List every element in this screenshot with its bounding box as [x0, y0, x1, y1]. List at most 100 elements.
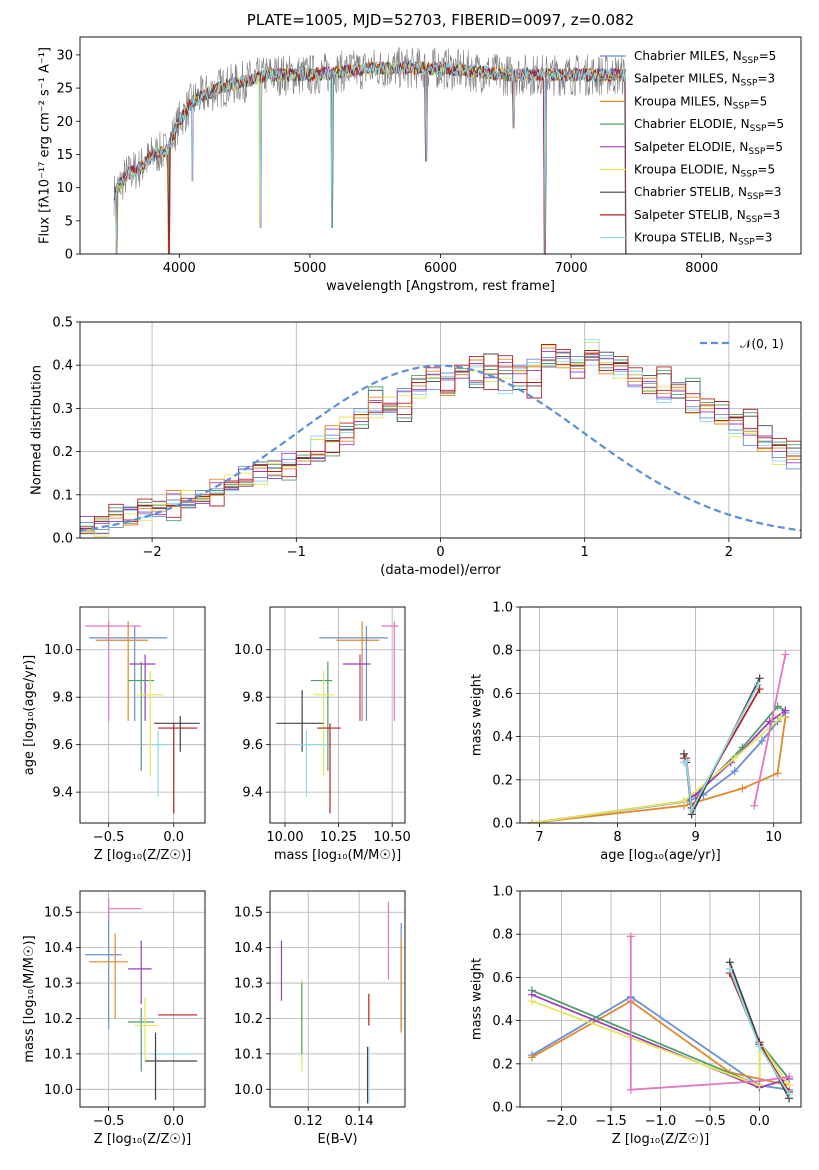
- axes-frame: [519, 890, 802, 1108]
- spectrum-line: [114, 60, 626, 254]
- y-tick-label: 0.0: [492, 817, 513, 832]
- y-tick-label: 10: [56, 181, 73, 196]
- legend-entry: 𝒩(0, 1): [740, 337, 784, 351]
- x-tick-label: 0.0: [749, 1114, 770, 1129]
- mass-vs-ebv-panel: 0.12 0.14 10.0 10.1 10.2 10.3 10.4 10.5 E(B-V): [234, 890, 406, 1147]
- page-title: PLATE=1005, MJD=52703, FIBERID=0097, z=0…: [246, 11, 635, 29]
- axes-frame: [79, 36, 802, 255]
- histogram-step: [80, 354, 801, 530]
- y-tick-label: 10.5: [44, 906, 73, 921]
- y-tick-label: 10.0: [44, 643, 73, 658]
- y-tick-label: 1.0: [492, 885, 513, 900]
- y-axis-label: Flux [fλ10⁻¹⁷ erg cm⁻² s⁻¹ A⁻¹]: [37, 47, 52, 244]
- weight-marker: [682, 756, 691, 765]
- y-tick-label: 10.1: [44, 1047, 73, 1062]
- y-tick-label: 10.2: [234, 1012, 263, 1027]
- y-tick-label: 0.1: [52, 488, 73, 503]
- x-tick-label: −0.5: [93, 830, 125, 845]
- legend-entry: Salpeter ELODIE, NSSP=5: [634, 140, 783, 157]
- legend-entry: Chabrier MILES, NSSP=5: [634, 49, 776, 66]
- x-axis-label: mass [log₁₀(M/M☉)]: [274, 848, 401, 863]
- axes-frame: [79, 606, 206, 824]
- x-tick-label: −1: [287, 545, 306, 560]
- data-point: [85, 621, 142, 721]
- y-tick-label: 0.4: [492, 1014, 513, 1029]
- y-tick-label: 20: [56, 115, 73, 130]
- data-point: [342, 654, 371, 721]
- x-tick-label: 5000: [293, 261, 326, 276]
- weight-line: [531, 712, 787, 823]
- axes-frame: [269, 890, 406, 1108]
- legend-entry: Salpeter STELIB, NSSP=3: [634, 208, 780, 225]
- data-point: [129, 654, 156, 721]
- y-axis-label: Normed distribution: [30, 365, 45, 495]
- y-tick-label: 10.5: [234, 906, 263, 921]
- weight-marker: [777, 713, 786, 722]
- x-tick-label: 9: [691, 830, 699, 845]
- weight-marker: [626, 932, 635, 941]
- weight-line: [531, 716, 783, 823]
- weight-marker: [781, 706, 790, 715]
- y-tick-label: 0.8: [492, 644, 513, 659]
- x-tick-label: 10.50: [374, 830, 411, 845]
- data-point: [108, 898, 142, 920]
- data-point: [137, 671, 164, 776]
- mass-vs-z-panel: −0.5 0.0 10.0 10.1 10.2 10.3 10.4 10.5 Z [log₁₀(…: [22, 890, 206, 1147]
- y-tick-label: 0: [65, 248, 73, 263]
- x-tick-label: 7000: [555, 261, 588, 276]
- weight-marker: [781, 650, 790, 659]
- weight-vs-z-panel: −2.0 −1.5 −1.0 −0.5 0.0 0.0 0.2 0.4 0.6 0.8 1.0 Z […: [470, 885, 802, 1147]
- y-tick-label: 15: [56, 148, 73, 163]
- spectrum-panel: 4000 5000 6000 7000 8000 0 5 10 15 20 25 30 waveleng…: [37, 36, 802, 294]
- x-tick-label: 8: [613, 830, 621, 845]
- x-tick-label: 10: [765, 830, 782, 845]
- y-tick-label: 9.8: [242, 691, 263, 706]
- y-tick-label: 9.8: [52, 691, 73, 706]
- x-tick-label: 10.00: [266, 830, 303, 845]
- y-tick-label: 10.4: [44, 941, 73, 956]
- weight-marker: [527, 1053, 536, 1062]
- weight-line: [531, 717, 787, 823]
- weight-marker: [785, 1072, 794, 1081]
- x-tick-label: 6000: [424, 261, 457, 276]
- weight-marker: [755, 1042, 764, 1051]
- y-axis-label: mass weight: [470, 958, 485, 1040]
- spectrum-line: [114, 60, 627, 254]
- weight-marker: [773, 769, 782, 778]
- weight-marker: [725, 964, 734, 973]
- x-tick-label: 0.0: [163, 1114, 184, 1129]
- spectrum-line: [113, 60, 627, 254]
- y-tick-label: 10.2: [44, 1012, 73, 1027]
- y-tick-label: 9.6: [52, 738, 73, 753]
- x-axis-label: Z [log₁₀(Z/Z☉)]: [612, 1132, 709, 1147]
- weight-line: [531, 995, 790, 1091]
- normal-curve: [80, 364, 801, 532]
- weight-marker: [755, 674, 764, 683]
- weight-marker: [527, 819, 536, 823]
- y-tick-label: 10.4: [234, 941, 263, 956]
- data-point: [276, 690, 324, 752]
- y-tick-label: 0.3: [52, 402, 73, 417]
- y-tick-label: 0.5: [52, 316, 73, 331]
- data-point: [158, 723, 198, 814]
- y-tick-label: 9.4: [242, 786, 263, 801]
- x-axis-label: Z [log₁₀(Z/Z☉)]: [94, 848, 191, 863]
- weight-line: [629, 936, 790, 1091]
- x-tick-label: 0: [436, 545, 444, 560]
- x-tick-label: 8000: [685, 261, 718, 276]
- data-point: [151, 730, 172, 797]
- y-axis-label: age [log₁₀(age/yr)]: [22, 655, 37, 776]
- weight-marker: [687, 806, 696, 815]
- histogram-step: [80, 350, 801, 524]
- legend-entry: Chabrier ELODIE, NSSP=5: [634, 117, 784, 134]
- x-tick-label: 7: [535, 830, 543, 845]
- data-point: [85, 908, 122, 1030]
- axes-frame: [269, 606, 406, 824]
- data-point: [151, 1053, 195, 1097]
- x-tick-label: −0.5: [694, 1114, 726, 1129]
- y-axis-label: mass [log₁₀(M/M☉)]: [22, 935, 37, 1062]
- y-tick-label: 25: [56, 82, 73, 97]
- y-tick-label: 9.4: [52, 786, 73, 801]
- data-point: [128, 1007, 155, 1072]
